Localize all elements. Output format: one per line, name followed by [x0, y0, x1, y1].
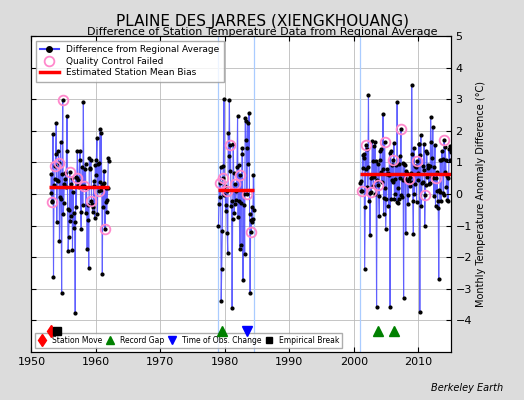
Text: Difference of Station Temperature Data from Regional Average: Difference of Station Temperature Data f… [87, 27, 437, 37]
Y-axis label: Monthly Temperature Anomaly Difference (°C): Monthly Temperature Anomaly Difference (… [476, 81, 486, 307]
Text: Berkeley Earth: Berkeley Earth [431, 383, 503, 393]
Text: PLAINE DES JARRES (XIENGKHOUANG): PLAINE DES JARRES (XIENGKHOUANG) [115, 14, 409, 29]
Legend: Station Move, Record Gap, Time of Obs. Change, Empirical Break: Station Move, Record Gap, Time of Obs. C… [35, 333, 342, 348]
